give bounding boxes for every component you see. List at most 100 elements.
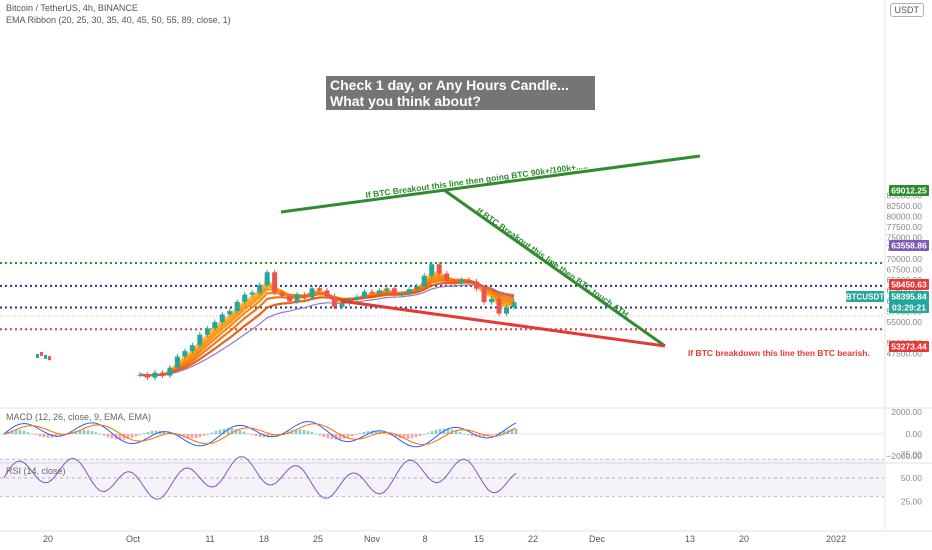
candle-body [152, 372, 158, 378]
macd-histogram-bar [458, 432, 462, 434]
candle-body [324, 290, 330, 297]
macd-histogram-bar [386, 434, 390, 435]
macd-histogram-bar [98, 433, 102, 435]
macd-histogram-bar [258, 434, 262, 437]
macd-histogram-bar [94, 432, 98, 434]
macd-histogram-bar [326, 434, 330, 439]
macd-histogram-bar [142, 433, 146, 435]
macd-histogram-bar [102, 434, 106, 436]
price-label-58450: 58450.63 [891, 280, 927, 290]
candle-body [137, 374, 143, 376]
macd-histogram-bar [422, 434, 426, 435]
macd-histogram-bar [226, 428, 230, 434]
candle-body [511, 302, 517, 308]
lower-annotation: If BTC breakdown this line then BTC bear… [688, 348, 870, 358]
x-tick-label: 8 [422, 534, 427, 544]
macd-histogram-bar [410, 434, 414, 439]
rsi-tick-label: 75.00 [901, 450, 923, 460]
macd-histogram-bar [366, 431, 370, 434]
candle-body [421, 275, 427, 287]
macd-histogram-bar [2, 434, 6, 435]
macd-histogram-bar [466, 434, 470, 435]
macd-histogram-bar [154, 430, 158, 434]
candle-body [451, 281, 457, 284]
x-tick-label: 11 [205, 534, 214, 544]
candle-body [444, 273, 450, 282]
macd-histogram-bar [170, 433, 174, 435]
macd-histogram-bar [194, 434, 198, 438]
callout-box: Check 1 day, or Any Hours Candle... What… [326, 76, 595, 110]
candle-body [429, 264, 435, 276]
candle-body [317, 288, 323, 291]
price-label-53273: 53273.44 [891, 342, 927, 352]
macd-label: MACD (12, 26, close, 9, EMA, EMA) [6, 412, 152, 422]
macd-histogram-bar [478, 434, 482, 438]
rsi-band [0, 459, 884, 497]
macd-histogram-bar [486, 434, 490, 437]
candle-body [257, 284, 263, 293]
macd-histogram-bar [38, 434, 42, 437]
price-label-69012-bg [889, 185, 929, 196]
x-tick-label: 18 [259, 534, 269, 544]
macd-histogram-bar [334, 434, 338, 440]
candle-body [287, 295, 293, 302]
candle-body [174, 356, 180, 368]
candle-body [159, 372, 165, 376]
macd-histogram-bar [494, 433, 498, 435]
candle-body [339, 303, 345, 307]
ema-89-line [139, 284, 515, 376]
macd-histogram-bar [254, 434, 258, 437]
candle-body [414, 286, 420, 290]
candle-body [212, 322, 218, 329]
symbol-badge-bg [846, 291, 884, 302]
macd-histogram-bar [438, 428, 442, 434]
macd-histogram-bar [210, 432, 214, 434]
callout-line-2: What you think about? [330, 93, 481, 109]
macd-histogram-bar [362, 431, 366, 434]
symbol-badge: BTCUSDT [846, 293, 884, 302]
macd-histogram-bar [206, 434, 210, 435]
macd-histogram-bar [202, 434, 206, 436]
macd-histogram-bar [358, 433, 362, 434]
x-tick-label: 13 [685, 534, 695, 544]
macd-histogram-bar [510, 429, 514, 434]
macd-histogram-bar [138, 434, 142, 435]
candle-body [436, 264, 442, 274]
macd-histogram-bar [338, 434, 342, 440]
macd-histogram-bar [346, 434, 350, 438]
macd-histogram-bar [198, 434, 202, 438]
macd-histogram-bar [434, 429, 438, 434]
candle-body [466, 279, 472, 282]
candle-body [242, 294, 248, 302]
macd-histogram-bar [118, 434, 122, 440]
candle-body [481, 288, 487, 303]
macd-histogram-bar [190, 434, 194, 439]
macd-histogram-bar [250, 434, 254, 435]
macd-histogram-bar [482, 434, 486, 437]
macd-histogram-bar [262, 434, 266, 438]
upper-trendline [280, 154, 701, 214]
macd-histogram-bar [26, 432, 30, 434]
y-tick-label: 75000.00 [887, 233, 923, 243]
macd-histogram-bar [402, 434, 406, 439]
candle-body [204, 328, 210, 335]
macd-tick-label: 2000.00 [891, 407, 922, 417]
y-tick-label: 67500.00 [887, 264, 923, 274]
macd-histogram-bar [418, 434, 422, 437]
currency-badge[interactable]: USDT [889, 3, 924, 17]
macd-histogram-bar [382, 432, 386, 434]
candle-body [354, 296, 360, 300]
macd-histogram-bar [14, 429, 18, 434]
candle-body [406, 289, 412, 294]
x-tick-label: Dec [589, 534, 606, 544]
candle-body [182, 351, 188, 357]
macd-histogram-bar [162, 431, 166, 434]
y-tick-label: 70000.00 [887, 254, 923, 264]
candle-body [36, 354, 39, 359]
rsi-label: RSI (14, close) [6, 466, 66, 476]
price-label-58395: 58395.84 [891, 292, 927, 302]
macd-histogram-bar [218, 429, 222, 434]
macd-histogram-bar [286, 431, 290, 434]
x-tick-label: 2022 [826, 534, 846, 544]
